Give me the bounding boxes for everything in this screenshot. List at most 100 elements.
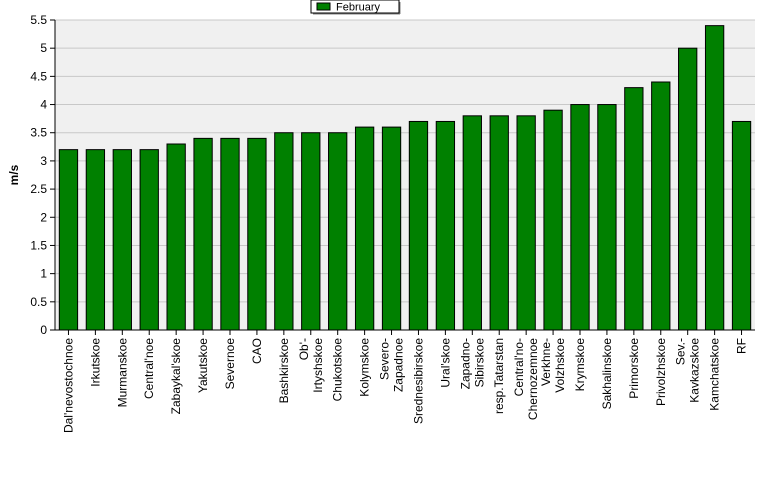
x-tick-label: Privolzhskoe [654, 338, 668, 406]
x-axis: Dal'nevostochnoe Irkutskoe Murmanskoe Centr… [55, 329, 755, 433]
x-tick-label: Severo- Zapadnoe [378, 338, 406, 392]
bar [678, 47, 698, 331]
x-tick-label: Murmanskoe [115, 338, 129, 408]
x-tick-label: Irkutskoe [88, 338, 102, 387]
x-tick-label: Severnoe [223, 338, 237, 390]
x-tick-label-line: Sibirskoe [472, 338, 486, 388]
x-tick-label: Verkhne- Volzhskoe [539, 338, 567, 393]
bar [435, 120, 456, 331]
bar [597, 104, 617, 331]
x-tick-label-line: Central'noe [142, 338, 156, 399]
legend-swatch [316, 2, 331, 11]
x-tick-label: RF [735, 338, 749, 354]
x-tick-label: Bashkirskoe [277, 338, 291, 404]
x-tick-label: Ob'- Irtyshskoe [297, 338, 325, 393]
bar [381, 126, 402, 331]
x-tick-label: Yakutskoe [196, 338, 210, 393]
bar [704, 25, 725, 331]
bar [220, 137, 240, 331]
plot-area [55, 20, 755, 330]
x-tick-label: Primorskoe [627, 338, 641, 399]
x-tick-label: Chukotskoe [331, 338, 345, 402]
x-tick-label-line: Zabaykal'skoe [169, 338, 183, 415]
x-tick-label-line: Kolymskoe [358, 338, 372, 397]
x-tick-label-line: Severo- [378, 338, 392, 380]
x-tick-label: Dal'nevostochnoe [61, 338, 75, 433]
bar [462, 115, 482, 331]
bar [193, 137, 213, 331]
bar [166, 143, 186, 331]
x-tick-label-line: RF [735, 338, 749, 354]
x-tick-label: Krymskoe [573, 338, 587, 392]
x-tick-label: Central'noe [142, 338, 156, 399]
y-tick-label: 1 [40, 267, 47, 281]
x-tick-label: Sev.- Kavkazskoe [674, 338, 702, 403]
x-tick-label-line: Ob'- [297, 338, 311, 360]
y-tick-label: 2 [40, 210, 47, 224]
y-tick-label: 2.5 [30, 182, 47, 196]
legend: February [310, 0, 401, 15]
bar [328, 132, 348, 331]
y-tick-label: 1.5 [30, 238, 47, 252]
x-tick-label-line: Severnoe [223, 338, 237, 390]
y-tick-label: 0 [40, 323, 47, 337]
x-tick-label-line: Ural'skoe [438, 338, 452, 388]
bar [112, 149, 132, 331]
x-tick-label-line: Chernozemnoe [526, 338, 540, 420]
legend-box [310, 0, 400, 14]
x-tick-label-line: Primorskoe [627, 338, 641, 399]
x-tick-label-line: Srednesibirskoe [411, 338, 425, 424]
y-axis-label: m/s [7, 164, 21, 185]
x-tick-label: Ural'skoe [438, 338, 452, 388]
x-tick-label: CAO [250, 338, 264, 364]
y-tick-label: 4.5 [30, 69, 47, 83]
x-tick-label-line: Kavkazskoe [688, 338, 702, 403]
bar [85, 149, 106, 331]
bar [516, 115, 536, 331]
bar [624, 87, 644, 331]
y-tick-label: 4 [40, 98, 47, 112]
y-tick-label: 3 [40, 154, 47, 168]
x-tick-label-line: Bashkirskoe [277, 338, 291, 404]
y-tick-label: 3.5 [30, 126, 47, 140]
bar [489, 115, 509, 331]
bar [301, 132, 321, 331]
bar [274, 132, 294, 331]
bar [408, 120, 429, 331]
y-tick-label: 5.5 [30, 13, 47, 27]
x-tick-label-line: CAO [250, 338, 264, 364]
x-tick-label-line: Irkutskoe [88, 338, 102, 387]
x-tick-label-line: Irtyshskoe [311, 338, 325, 393]
bar [139, 149, 159, 331]
bar [731, 120, 752, 331]
x-tick-label-line: Murmanskoe [115, 338, 129, 408]
x-tick-label-line: Sakhalinskoe [600, 338, 614, 410]
bar [570, 104, 590, 331]
bar [651, 81, 671, 331]
x-tick-label: Kamchatskoe [708, 338, 722, 411]
x-tick-label-line: Verkhne- [539, 338, 553, 386]
x-tick-label: Kolymskoe [358, 338, 372, 397]
bar [354, 126, 375, 331]
x-tick-label-line: Dal'nevostochnoe [61, 338, 75, 433]
x-tick-label-line: Volzhskoe [553, 338, 567, 393]
bar [247, 137, 267, 331]
x-tick-label: Sakhalinskoe [600, 338, 614, 410]
x-tick-label: Zabaykal'skoe [169, 338, 183, 415]
y-axis: 0 0.5 1 1.5 2 2.5 3 3.5 4 4.5 5 5.5 [30, 13, 56, 337]
x-tick-label-line: Kamchatskoe [708, 338, 722, 411]
x-tick-label: Central'no- Chernozemnoe [512, 338, 540, 420]
x-tick-label-line: Chukotskoe [331, 338, 345, 402]
x-tick-label-line: Zapadno- [458, 338, 472, 389]
x-tick-label: Srednesibirskoe [411, 338, 425, 424]
x-tick-label-line: Sev.- [674, 338, 688, 365]
x-tick-label-line: Central'no- [512, 338, 526, 396]
bar [543, 109, 563, 331]
x-tick-label-line: resp.Tatarstan [492, 338, 506, 414]
x-tick-label-line: Yakutskoe [196, 338, 210, 393]
x-tick-label: resp.Tatarstan [492, 338, 506, 414]
x-tick-label-line: Zapadnoe [392, 338, 406, 392]
x-tick-label-line: Privolzhskoe [654, 338, 668, 406]
bar [58, 149, 79, 331]
